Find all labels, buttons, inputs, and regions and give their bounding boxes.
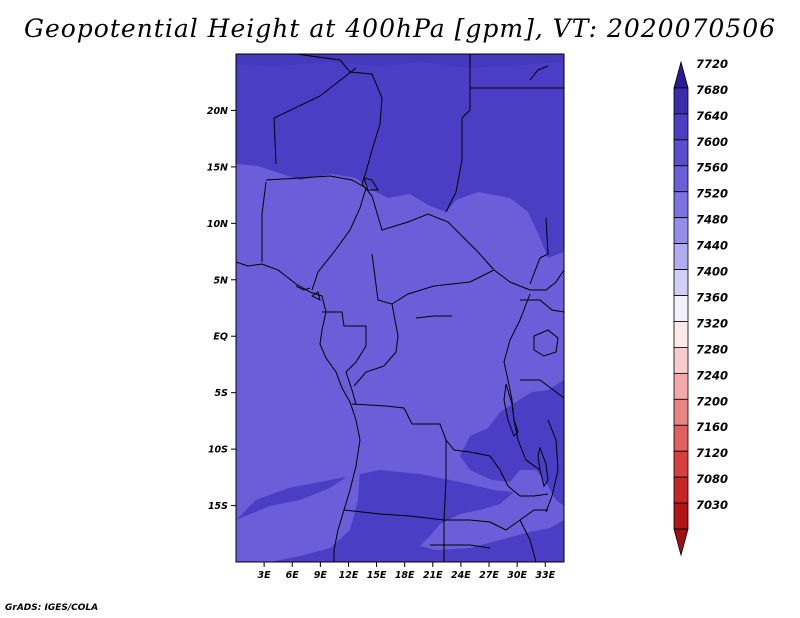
lon-tick-label: 3E	[258, 570, 272, 581]
colorbar-label: 7360	[696, 290, 728, 304]
colorbar-swatch	[673, 269, 689, 296]
lat-tick-label: 20N	[207, 106, 228, 117]
colorbar-label: 7400	[696, 265, 728, 279]
lon-tick-label: 33E	[535, 570, 555, 581]
colorbar-swatch	[673, 295, 689, 322]
map-title: Geopotential Height at 400hPa [gpm], VT:…	[23, 14, 777, 43]
colorbar-swatch	[673, 113, 689, 141]
colorbar-swatch	[673, 502, 689, 530]
colorbar-swatch	[673, 191, 689, 219]
colorbar-swatch	[673, 424, 689, 452]
colorbar-bottom-triangle	[673, 528, 689, 557]
height-field-band-southwest	[236, 460, 360, 562]
colorbar-label: 7600	[696, 135, 728, 149]
country-boundaries	[235, 53, 565, 563]
colorbar-label: 7520	[696, 187, 728, 201]
coastline-west	[235, 261, 361, 562]
lon-tick-label: 6E	[286, 570, 300, 581]
border-zambia	[469, 451, 549, 497]
border-benin	[261, 181, 267, 262]
border-nigeria-cameroon	[311, 187, 367, 291]
colorbar-swatch	[673, 217, 689, 245]
lake-victoria	[533, 329, 559, 357]
red-sea-coast	[529, 65, 549, 81]
lon-tick-label: 24E	[451, 570, 471, 581]
border-gabon	[322, 311, 367, 373]
map-panel	[235, 53, 565, 563]
colorbar-label: 7440	[696, 239, 728, 253]
lake-malawi	[537, 446, 549, 488]
lon-tick-label: 30E	[507, 570, 527, 581]
lat-tick-label: 15N	[207, 162, 228, 173]
colorbar-label: 7560	[696, 161, 728, 175]
colorbar-label: 7640	[696, 109, 728, 123]
lon-tick-label: 18E	[395, 570, 415, 581]
colorbar-swatch	[673, 372, 689, 400]
colorbar-label: 7480	[696, 213, 728, 227]
latitude-axis: 20N 15N 10N 5N EQ 5S 10S 15S	[207, 106, 236, 512]
niger-delta-coast	[295, 285, 311, 291]
border-niger	[273, 67, 357, 165]
colorbar-label: 7160	[696, 420, 728, 434]
lat-tick-label: EQ	[213, 332, 228, 343]
colorbar-label: 7680	[696, 83, 728, 97]
border-namibia	[444, 509, 548, 531]
lon-tick-label: 27E	[479, 570, 499, 581]
colorbar-label: 7200	[696, 394, 728, 408]
colorbar-swatch	[673, 476, 689, 504]
border-cameroon-car	[371, 253, 495, 305]
map-frame	[235, 53, 565, 563]
colorbar-swatch	[673, 398, 689, 426]
colorbar-swatch	[673, 347, 689, 374]
border-egypt-sudan	[445, 54, 471, 213]
colorbar-swatch	[673, 139, 689, 167]
colorbar-label: 7080	[696, 472, 728, 486]
lon-tick-label: 21E	[423, 570, 443, 581]
grads-credit: GrADS: IGES/COLA	[5, 603, 99, 613]
colorbar-label: 7280	[696, 342, 728, 356]
congo-river-coast	[415, 315, 452, 319]
lake-tanganyika	[503, 383, 519, 437]
lon-tick-label: 9E	[314, 570, 328, 581]
colorbar-swatch	[673, 321, 689, 348]
colorbar-swatch	[673, 243, 689, 270]
colorbar-label: 7240	[696, 368, 728, 382]
colorbar: 7720 7680 7640 7600 7560 7520 7480 7440 7400 7360…	[673, 57, 728, 557]
border-nigeria-north	[265, 175, 367, 189]
colorbar-label: 7720	[696, 57, 728, 71]
lat-tick-label: 10S	[208, 445, 228, 456]
lake-chad	[363, 177, 379, 191]
colorbar-label: 7120	[696, 446, 728, 460]
lat-tick-label: 15S	[208, 501, 228, 512]
lat-tick-label: 5S	[215, 388, 229, 399]
height-field-band-north	[236, 54, 564, 258]
lon-tick-label: 15E	[367, 570, 387, 581]
border-congo-drc	[353, 303, 399, 387]
colorbar-swatch	[673, 165, 689, 193]
border-congo-lower	[345, 371, 357, 405]
colorbar-swatch	[673, 450, 689, 478]
lat-tick-label: 10N	[207, 219, 228, 230]
lon-tick-label: 12E	[339, 570, 359, 581]
colorbar-swatch	[673, 87, 689, 115]
border-angola-east	[443, 440, 447, 521]
border-zimbabwe	[519, 519, 537, 563]
height-field-band-southeast	[460, 380, 564, 506]
bioko-island	[311, 291, 321, 301]
border-drc-east	[503, 293, 541, 471]
border-chad-car	[371, 195, 565, 291]
border-uganda-kenya	[520, 299, 565, 313]
border-angola-north	[351, 403, 471, 453]
border-ethiopia	[529, 217, 549, 285]
lat-tick-label: 5N	[213, 275, 228, 286]
colorbar-top-triangle	[673, 60, 689, 89]
border-angola-south	[343, 509, 445, 521]
border-tanzania	[520, 379, 565, 399]
border-south	[430, 544, 491, 549]
longitude-axis: 3E 6E 9E 12E 15E 18E 21E 24E 27E 30E 33E	[258, 562, 556, 581]
border-mozambique	[545, 419, 559, 513]
colorbar-label: 7030	[696, 498, 728, 512]
colorbar-label: 7320	[696, 316, 728, 330]
